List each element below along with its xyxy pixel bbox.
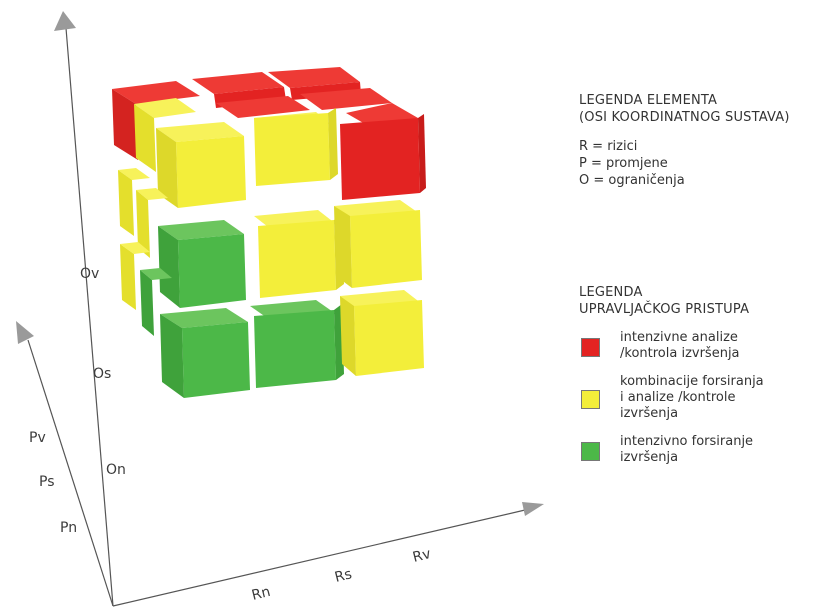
p-axis-arrow [16,321,34,344]
legend-item-yellow-text: kombinacije forsiranja i analize /kontro… [620,374,829,422]
legend-item-green: intenzivno forsiranje izvršenja [579,434,829,466]
legend-elements-title-line-2: (OSI KOORDINATNOG SUSTAVA) [579,110,790,125]
p-axis-label-low: Pn [60,520,77,536]
yellow-cube-2-front [254,113,330,186]
red-block-back-front [112,89,138,160]
yellow-front-back [134,104,156,172]
legend-item-red-text: intenzivne analize /kontrola izvršenja [620,330,829,362]
legend-item-yellow-line-2: i analize /kontrole [620,390,736,405]
r-axis-label-low: Rn [250,584,272,604]
green-cube-bottom-2-front [254,310,336,388]
green-cube-mid-front [178,234,246,308]
r-axis-arrow [522,502,544,516]
green-bottom-left-front [140,270,154,336]
legend-item-red-line-1: intenzivne analize [620,330,738,345]
r-axis-label-high: Rv [411,546,432,566]
p-axis-label-mid: Ps [39,474,55,490]
red-block-top-2 [192,72,284,94]
yellow-cube-5-front [354,300,424,376]
p-axis-line [27,339,114,607]
green-cube-mid-top [158,220,244,240]
o-axis-line [65,27,114,607]
yellow-mid-back-front [118,170,134,236]
legend-definitions: R = rizici P = promjene O = ograničenja [579,138,829,189]
legend-approach-title-line-2: UPRAVLJAČKOG PRISTUPA [579,302,750,317]
green-swatch [581,442,600,461]
yellow-mid-left-front [136,190,150,258]
green-cube-bottom-1-top [160,308,248,328]
legend-item-yellow-line-1: kombinacije forsiranja [620,374,764,389]
red-block-back-top [112,81,200,104]
legend-item-green-text: intenzivno forsiranje izvršenja [620,434,829,466]
axes [16,11,544,607]
red-swatch [581,338,600,357]
legend-item-green-line-2: izvršenja [620,450,679,465]
legend-item-red-line-2: /kontrola izvršenja [620,346,740,361]
yellow-top-back [134,98,196,118]
yellow-bottom-back-top [120,242,150,254]
yellow-mid-left-top [136,188,168,200]
legend-elements-title-line-1: LEGENDA ELEMENTA [579,93,718,108]
red-block-mid-top-2 [300,88,392,110]
legend-elements-title: LEGENDA ELEMENTA (OSI KOORDINATNOG SUSTA… [579,92,829,126]
o-axis-label-high: Ov [80,266,99,282]
legend-item-yellow-line-3: izvršenja [620,406,679,421]
top-layer-red [112,67,426,200]
red-block-right-side [418,114,426,193]
legend-panel: LEGENDA ELEMENTA (OSI KOORDINATNOG SUSTA… [579,92,829,466]
legend-definition-o: O = ograničenja [579,173,685,188]
red-block-right-front [340,118,420,200]
yellow-cube-4-side [334,206,352,288]
yellow-cube-2-side [328,108,338,180]
r-axis-line [112,509,526,607]
green-cube-bottom-1-side [160,314,184,398]
legend-approach-title-line-1: LEGENDA [579,285,643,300]
legend-approach-title: LEGENDA UPRAVLJAČKOG PRISTUPA [579,284,829,318]
yellow-swatch [581,390,600,409]
middle-layer [118,168,422,308]
yellow-cube-3-front [258,220,336,298]
cube-stack [112,67,426,398]
red-block-mid-top [216,96,310,118]
top-layer-yellow [134,98,338,208]
r-axis-label-mid: Rs [333,566,353,586]
legend-item-red: intenzivne analize /kontrola izvršenja [579,330,829,362]
yellow-cube-1-front [176,136,246,208]
legend-definition-p: P = promjene [579,156,668,171]
yellow-cube-1-side [156,128,178,208]
green-cube-mid-side [158,226,180,308]
green-bottom-left-top [140,268,172,280]
o-axis-label-low: On [106,462,126,478]
yellow-mid-back-top [118,168,150,180]
legend-item-green-line-1: intenzivno forsiranje [620,434,754,449]
green-cube-bottom-1-front [182,322,250,398]
red-block-top-3 [268,67,360,88]
yellow-cube-4-front [350,210,422,288]
yellow-cube-1-top [156,122,244,142]
axis-labels: On Os Ov Pn Ps Pv Rn Rs Rv [29,266,432,604]
yellow-bottom-back-front [120,244,136,310]
legend-item-yellow: kombinacije forsiranja i analize /kontro… [579,374,829,422]
p-axis-label-high: Pv [29,430,46,446]
legend-definition-r: R = rizici [579,139,638,154]
bottom-layer [120,242,424,398]
yellow-cube-5-side [340,296,356,376]
o-axis-label-mid: Os [93,366,111,382]
o-axis-arrow [54,11,76,31]
